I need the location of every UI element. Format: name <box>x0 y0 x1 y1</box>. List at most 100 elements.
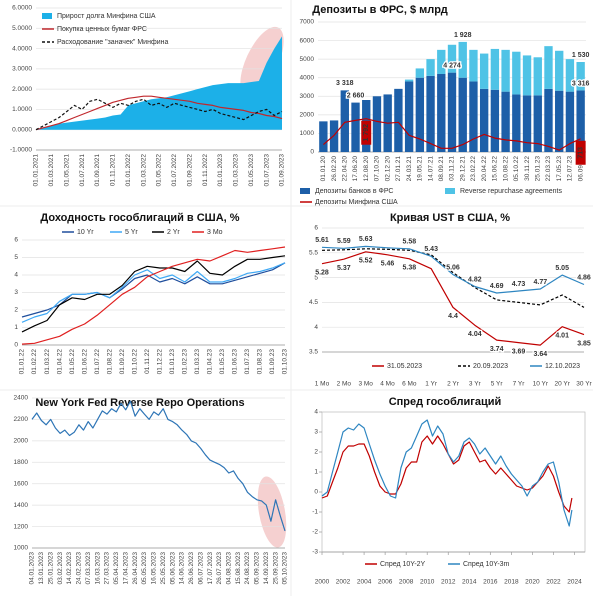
x-tick-label: 01.06.22 <box>81 349 88 375</box>
bar <box>469 81 478 152</box>
x-tick-label: 26.02.20 <box>331 156 338 182</box>
y-tick-label: 0 <box>314 489 318 496</box>
bar <box>565 91 575 152</box>
x-tick-label: 05.04.2023 <box>113 552 120 585</box>
y-tick-label: -1.0000 <box>10 147 32 154</box>
bar <box>555 90 564 152</box>
y-tick-label: 3.0000 <box>12 66 32 73</box>
legend-label: Спред 10Y-2Y <box>380 561 426 568</box>
y-tick-label: 7000 <box>300 19 315 26</box>
x-tick-label: 04.08.2023 <box>225 552 232 585</box>
y-tick-label: 1200 <box>14 523 29 530</box>
data-label: 4.69 <box>490 283 504 290</box>
data-label: 5.52 <box>359 258 373 265</box>
bar <box>340 90 349 152</box>
x-tick-label: 2014 <box>462 579 477 586</box>
x-tick-label: 14.06.2023 <box>179 552 186 585</box>
x-tick-label: 14.07.21 <box>427 156 434 182</box>
x-tick-label: 25.09.2023 <box>272 552 279 585</box>
data-label: 4.4 <box>448 313 458 320</box>
x-tick-label: 24.02.2023 <box>76 552 83 585</box>
x-tick-label: 01.05.2023 <box>248 154 255 187</box>
x-tick-label: 1 Mo <box>315 381 330 388</box>
y-tick-label: 1800 <box>14 459 29 466</box>
y-tick-label: 5 <box>314 274 318 281</box>
x-tick-label: 01.09.2023 <box>279 154 286 187</box>
line <box>321 419 573 527</box>
x-tick-label: 01.09.22 <box>119 349 126 375</box>
bar <box>512 51 521 95</box>
data-label: 1 928 <box>454 32 472 39</box>
x-tick-label: 23.02.22 <box>470 156 477 182</box>
x-tick-label: 01.07.2021 <box>79 154 86 187</box>
x-tick-label: 08.09.21 <box>438 156 445 182</box>
y-tick-label: 6 <box>314 225 318 232</box>
legend-label: Прирост долга Минфина США <box>57 13 156 20</box>
x-tick-label: 01.05.23 <box>219 349 226 375</box>
chart-title: Доходность гособлигаций в США, % <box>40 212 239 224</box>
y-tick-label: -3 <box>312 549 318 556</box>
data-label: 5.61 <box>315 237 329 244</box>
bar <box>522 95 532 152</box>
x-tick-label: 17.04.2023 <box>122 552 129 585</box>
x-tick-label: 02.12.20 <box>384 156 391 182</box>
y-tick-label: 3.5 <box>309 349 318 356</box>
x-tick-label: 05.05.2023 <box>141 552 148 585</box>
y-tick-label: 0.0000 <box>12 126 32 133</box>
x-tick-label: 20 Yr <box>554 381 570 388</box>
data-label: 3.74 <box>490 346 504 353</box>
x-tick-label: 12.08.20 <box>363 156 370 182</box>
x-tick-label: 06.07.2023 <box>197 552 204 585</box>
y-tick-label: 5000 <box>300 56 315 63</box>
y-tick-label: 4 <box>314 409 318 416</box>
x-tick-label: 01.08.22 <box>106 349 113 375</box>
bar <box>404 81 414 152</box>
bar <box>437 74 446 152</box>
data-label: 5.63 <box>359 236 373 243</box>
x-tick-label: 24.08.2023 <box>244 552 251 585</box>
x-tick-label: 01.05.2021 <box>63 154 70 187</box>
bar <box>479 53 489 89</box>
y-tick-label: 5.0000 <box>12 25 32 32</box>
x-tick-label: 2 Mo <box>337 381 352 388</box>
chart-title: Кривая UST в США, % <box>390 212 510 224</box>
x-tick-label: 27.03.2023 <box>104 552 111 585</box>
bar <box>490 89 500 152</box>
data-label: 5.38 <box>403 265 417 272</box>
x-tick-label: 01.08.23 <box>257 349 264 375</box>
x-tick-label: 01.11.2021 <box>110 154 117 186</box>
x-tick-label: 15.06.22 <box>492 156 499 182</box>
bar <box>394 88 403 152</box>
y-tick-label: 3 <box>14 289 18 296</box>
y-tick-label: 0 <box>14 342 18 349</box>
data-label: 4.01 <box>555 333 569 340</box>
line <box>323 118 581 151</box>
x-tick-label: 10.08.22 <box>502 156 509 182</box>
y-tick-label: 2 <box>314 449 318 456</box>
x-tick-label: 01.11.2022 <box>202 154 209 186</box>
x-tick-label: 01.01.2023 <box>217 154 224 187</box>
chart-title: New York Fed Reverse Repo Operations <box>35 397 244 409</box>
x-tick-label: 4 Mo <box>380 381 395 388</box>
y-tick-label: 6 <box>14 237 18 244</box>
bar <box>565 59 575 92</box>
y-tick-label: 2000 <box>300 112 315 119</box>
legend-label: 5 Yr <box>125 229 138 236</box>
line <box>35 95 283 131</box>
bar <box>426 59 435 76</box>
y-tick-label: 1 <box>314 469 318 476</box>
x-tick-label: 2008 <box>399 579 414 586</box>
highlight <box>257 476 287 548</box>
x-tick-label: 25.01.2023 <box>47 552 54 585</box>
y-tick-label: 5.5 <box>309 250 318 257</box>
legend-label: 2 Yr <box>167 229 180 236</box>
x-tick-label: 01.07.22 <box>94 349 101 375</box>
bar <box>372 96 382 152</box>
x-tick-label: 14.09.2023 <box>263 552 270 585</box>
y-tick-label: 1.0000 <box>12 106 32 113</box>
legend-label: 10 Yr <box>77 229 94 236</box>
x-tick-label: 01.01.2021 <box>33 154 40 187</box>
x-tick-label: 01.01.22 <box>19 349 26 375</box>
legend-label: Покупка ценных бумаг ФРС <box>57 25 147 33</box>
bar <box>458 41 467 78</box>
